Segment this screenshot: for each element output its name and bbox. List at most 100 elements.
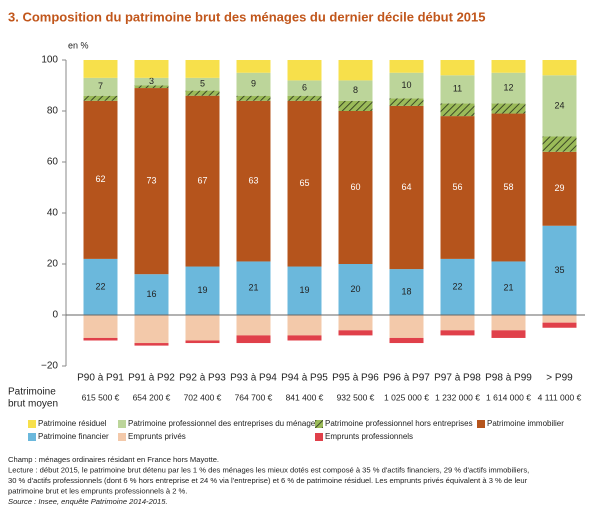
- bar-segment: [134, 343, 169, 346]
- data-label: 6: [302, 82, 307, 92]
- legend-swatch: [28, 420, 36, 428]
- table-cell: 764 700 €: [235, 392, 273, 402]
- bar-segment: [236, 261, 271, 315]
- y-tick-label: 40: [47, 208, 59, 219]
- x-tick-label: P90 à P91: [77, 373, 124, 384]
- bar-segment: [491, 103, 526, 114]
- bar-segment: [542, 315, 577, 323]
- bar-segment: [83, 77, 118, 96]
- legend-swatch: [315, 420, 323, 428]
- y-tick-label: 20: [47, 259, 59, 270]
- x-tick-label: > P99: [546, 373, 573, 384]
- bar-segment: [338, 111, 373, 264]
- data-label: 21: [248, 283, 258, 293]
- x-tick-label: P91 à P92: [128, 373, 175, 384]
- bar-segment: [287, 335, 322, 341]
- data-label: 9: [251, 79, 256, 89]
- y-tick-label: 0: [52, 310, 58, 321]
- data-label: 20: [350, 284, 360, 294]
- bar-segment: [491, 113, 526, 262]
- legend-swatch: [118, 433, 126, 441]
- data-label: 65: [299, 178, 309, 188]
- bar-segment: [338, 264, 373, 315]
- bar-segment: [491, 60, 526, 73]
- bar-segment: [542, 225, 577, 315]
- table-cell: 4 111 000 €: [538, 392, 582, 402]
- data-label: 29: [554, 183, 564, 193]
- legend-label: Emprunts professionnels: [325, 432, 413, 441]
- bar-segment: [542, 322, 577, 328]
- y-tick-label: 80: [47, 106, 59, 117]
- bar-segment: [236, 72, 271, 96]
- chart-title: 3. Composition du patrimoine brut des mé…: [8, 9, 485, 24]
- data-label: 18: [401, 286, 411, 296]
- bar-segment: [287, 80, 322, 96]
- bar-segment: [338, 60, 373, 81]
- bar-segment: [389, 105, 424, 270]
- legend-label: Patrimoine financier: [38, 432, 109, 441]
- bar-segment: [389, 98, 424, 106]
- data-label: 16: [146, 289, 156, 299]
- data-label: 22: [452, 281, 462, 291]
- bar-segment: [338, 100, 373, 111]
- data-label: 10: [401, 80, 411, 90]
- table-cell: 932 500 €: [337, 392, 375, 402]
- bar-segment: [185, 60, 220, 78]
- bar-segment: [236, 315, 271, 336]
- legend-swatch: [477, 420, 485, 428]
- table-cell: 841 400 €: [286, 392, 324, 402]
- data-label: 24: [554, 100, 564, 110]
- data-label: 58: [503, 182, 513, 192]
- y-tick-label: 100: [41, 55, 58, 66]
- bar-segment: [542, 60, 577, 76]
- source: Source : Insee, enquête Patrimoine 2014-…: [8, 497, 168, 506]
- bar-segment: [389, 337, 424, 344]
- bar-segment: [338, 330, 373, 336]
- x-tick-label: P95 à P96: [332, 373, 379, 384]
- data-label: 62: [95, 174, 105, 184]
- bar-segment: [83, 258, 118, 315]
- bar-segment: [542, 75, 577, 137]
- bar-segment: [440, 330, 475, 336]
- x-tick-label: P92 à P93: [179, 373, 226, 384]
- bar-segment: [83, 95, 118, 101]
- x-tick-label: P93 à P94: [230, 373, 277, 384]
- x-tick-label: P96 à P97: [383, 373, 430, 384]
- bar-segment: [287, 315, 322, 336]
- bar-segment: [389, 72, 424, 99]
- table-cell: 1 614 000 €: [486, 392, 531, 402]
- bar-segment: [389, 269, 424, 315]
- bar-segment: [134, 88, 169, 275]
- bar-segment: [287, 60, 322, 81]
- bar-segment: [491, 261, 526, 315]
- data-label: 19: [197, 285, 207, 295]
- legend-label: Patrimoine résiduel: [38, 419, 107, 428]
- data-label: 19: [299, 285, 309, 295]
- table-cell: 615 500 €: [82, 392, 120, 402]
- note: Lecture : début 2015, le patrimoine brut…: [8, 466, 529, 475]
- bar-segment: [185, 90, 220, 96]
- data-label: 3: [149, 76, 154, 86]
- legend-swatch: [315, 433, 323, 441]
- bar-segment: [236, 60, 271, 73]
- data-label: 21: [503, 283, 513, 293]
- data-label: 11: [453, 84, 462, 94]
- bar-segment: [185, 315, 220, 341]
- y-tick-label: −20: [41, 361, 58, 372]
- table-row-label: Patrimoine: [8, 387, 56, 398]
- bar-segment: [83, 315, 118, 338]
- legend-label: Patrimoine immobilier: [487, 419, 564, 428]
- legend-label: Patrimoine professionnel hors entreprise…: [325, 419, 473, 428]
- bar-segment: [440, 315, 475, 331]
- y-axis-label: en %: [68, 40, 89, 50]
- table-cell: 654 200 €: [133, 392, 171, 402]
- data-label: 67: [197, 176, 207, 186]
- legend-label: Emprunts privés: [128, 432, 186, 441]
- bar-segment: [134, 274, 169, 315]
- bar-segment: [287, 95, 322, 101]
- bar-segment: [287, 266, 322, 315]
- bar-segment: [83, 60, 118, 78]
- bar-segment: [542, 151, 577, 226]
- bar-segment: [185, 340, 220, 344]
